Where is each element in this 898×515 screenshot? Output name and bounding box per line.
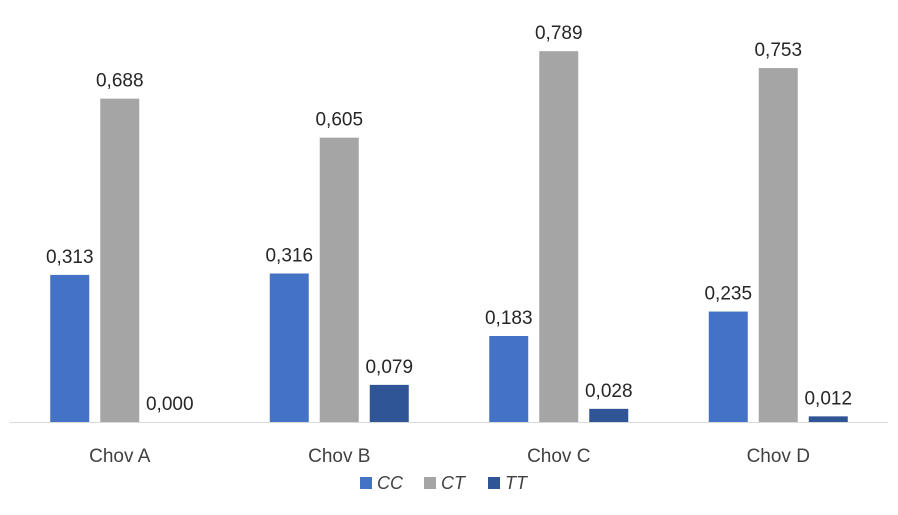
data-label-ct-4: 0,753 [754, 40, 802, 61]
x-tick-label-1: Chov A [89, 446, 151, 467]
legend-swatch-cc [360, 477, 372, 489]
legend-swatch-ct [424, 477, 436, 489]
bar-cc-2 [269, 273, 309, 422]
data-label-cc-2: 0,316 [265, 245, 313, 266]
data-label-ct-3: 0,789 [535, 23, 583, 44]
data-label-ct-2: 0,605 [315, 110, 363, 131]
bar-cc-1 [50, 274, 90, 422]
data-label-ct-1: 0,688 [96, 71, 144, 92]
data-label-tt-4: 0,012 [804, 388, 852, 409]
bar-ct-2 [319, 137, 359, 422]
data-label-cc-3: 0,183 [485, 308, 533, 329]
legend-label-tt: TT [505, 473, 529, 493]
bar-tt-2 [369, 384, 409, 422]
data-label-tt-3: 0,028 [585, 381, 633, 402]
data-label-cc-4: 0,235 [704, 284, 752, 305]
data-label-tt-1: 0,000 [146, 394, 194, 415]
legend-swatch-tt [488, 477, 500, 489]
bar-tt-4 [808, 416, 848, 422]
bar-ct-1 [100, 98, 140, 422]
data-label-cc-1: 0,313 [46, 247, 94, 268]
x-tick-label-4: Chov D [747, 446, 810, 467]
bar-cc-3 [489, 335, 529, 422]
data-label-tt-2: 0,079 [365, 357, 413, 378]
bar-ct-3 [539, 51, 579, 423]
bar-cc-4 [708, 311, 748, 422]
bar-tt-3 [589, 408, 629, 422]
x-tick-label-2: Chov B [308, 446, 370, 467]
legend-label-cc: CC [377, 473, 404, 493]
bar-ct-4 [758, 68, 798, 422]
x-tick-label-3: Chov C [527, 446, 590, 467]
legend-label-ct: CT [441, 473, 467, 493]
